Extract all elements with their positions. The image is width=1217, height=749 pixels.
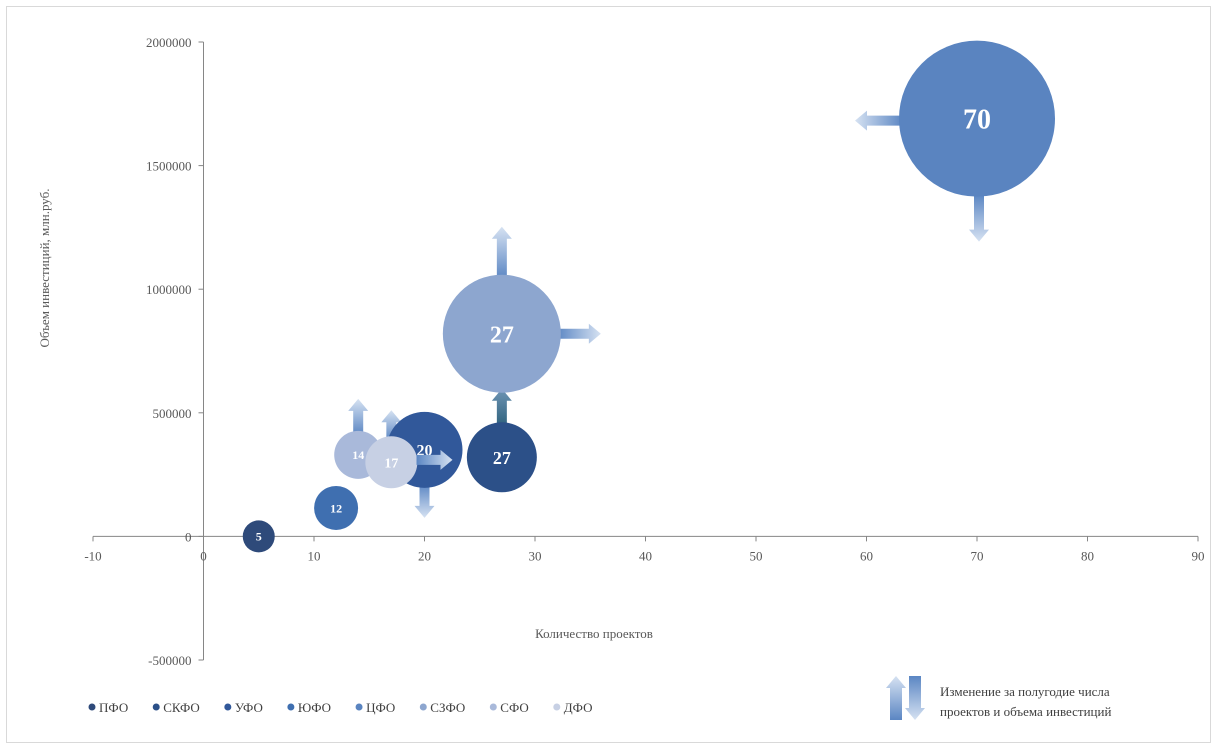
legend-arrow-icon	[886, 676, 925, 720]
y-tick-label: 1000000	[146, 282, 192, 297]
x-tick-label: 90	[1192, 548, 1205, 563]
bubble-label: 27	[490, 322, 514, 348]
legend-marker	[89, 704, 96, 711]
legend-note: Изменение за полугодие числа проектов и …	[940, 684, 1113, 719]
x-tick-label: 80	[1081, 548, 1094, 563]
down-arrow	[969, 195, 989, 242]
y-tick-label: 500000	[153, 406, 192, 421]
legend-label: СКФО	[163, 700, 200, 715]
x-tick-label: 0	[200, 548, 207, 563]
y-tick-label: 0	[185, 529, 192, 544]
up-arrow	[492, 227, 512, 279]
legend-label: ЦФО	[366, 700, 395, 715]
legend-marker	[356, 704, 363, 711]
legend-marker	[553, 704, 560, 711]
y-axis-label: Объем инвестиций, млн.руб.	[37, 189, 52, 348]
legend-label: ПФО	[99, 700, 128, 715]
legend-marker	[153, 704, 160, 711]
right-arrow	[557, 324, 601, 344]
legend-label: УФО	[235, 700, 263, 715]
left-arrow	[855, 111, 903, 131]
legend-label: ЮФО	[298, 700, 331, 715]
x-tick-label: 70	[971, 548, 984, 563]
x-tick-label: 30	[529, 548, 542, 563]
y-tick-label: -500000	[148, 653, 191, 668]
y-tick-label: 1500000	[146, 159, 192, 174]
x-tick-label: -10	[84, 548, 101, 563]
up-arrow	[348, 399, 368, 435]
legend-label: СЗФО	[430, 700, 465, 715]
legend-label: СФО	[500, 700, 529, 715]
legend-marker	[420, 704, 427, 711]
bubble-label: 14	[352, 448, 364, 462]
legend-label: ДФО	[564, 700, 593, 715]
down-arrow	[415, 484, 435, 518]
bubble-label: 17	[384, 456, 398, 471]
legend: ПФО СКФО УФО ЮФО ЦФО СЗФО СФО ДФО	[89, 700, 593, 715]
x-tick-label: 50	[750, 548, 763, 563]
bubble-label: 70	[963, 105, 991, 136]
x-tick-label: 20	[418, 548, 431, 563]
bubble-label: 5	[256, 530, 262, 544]
x-tick-label: 40	[639, 548, 652, 563]
x-tick-label: 10	[308, 548, 321, 563]
x-axis-label: Количество проектов	[535, 626, 653, 641]
x-tick-label: 60	[860, 548, 873, 563]
bubble-label: 12	[330, 501, 342, 515]
legend-marker	[224, 704, 231, 711]
bubble-label: 27	[493, 448, 511, 468]
legend-marker	[490, 704, 497, 711]
y-tick-label: 2000000	[146, 35, 192, 50]
legend-marker	[287, 704, 294, 711]
